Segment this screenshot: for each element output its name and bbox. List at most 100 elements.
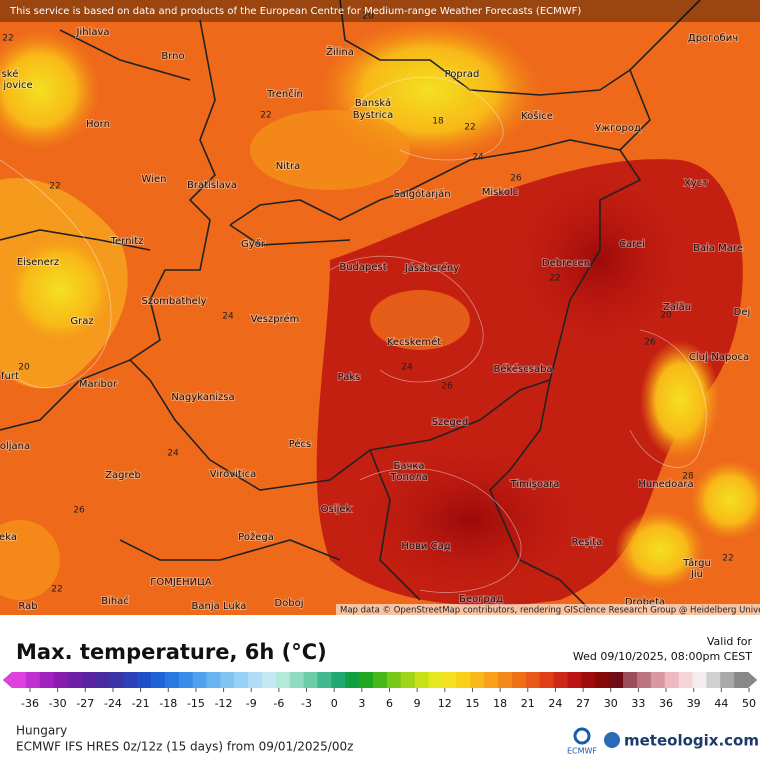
colorbar-segment: [386, 672, 402, 688]
colorbar-tick-label: 0: [331, 697, 338, 710]
colorbar-segment: [123, 672, 138, 688]
contour-label: 26: [73, 506, 85, 516]
colorbar-tick-label: -30: [49, 697, 67, 710]
colorbar-tick-label: 24: [548, 697, 562, 710]
valid-label: Valid for: [707, 635, 753, 648]
contour-label: 24: [167, 449, 179, 459]
colorbar-segment: [525, 672, 541, 688]
city-label: Bihać: [101, 595, 129, 607]
warm-area: [615, 510, 705, 590]
colorbar-segment: [234, 672, 249, 688]
colorbar-arrow: [747, 671, 758, 689]
colorbar-segment: [67, 672, 82, 688]
contour-label: 26: [441, 382, 453, 392]
colorbar-segment: [595, 672, 610, 688]
colorbar-segment: [539, 672, 555, 688]
city-label: ГОМЈЕНИЦА: [150, 577, 212, 588]
legend: Max. temperature, 6h (°C) Valid for Wed …: [2, 635, 758, 710]
colorbar-segment: [275, 672, 291, 688]
colorbar-tick-label: -12: [215, 697, 233, 710]
colorbar-tick-label: 50: [742, 697, 756, 710]
warm-area: [690, 460, 760, 540]
colorbar-segment: [164, 672, 180, 688]
city-label: Békéscsaba: [493, 363, 552, 375]
colorbar-segment: [636, 672, 652, 688]
city-label: Szeged: [432, 417, 469, 428]
colorbar-segment: [511, 672, 527, 688]
city-label: Hunedoara: [638, 479, 693, 490]
colorbar-tick-label: 27: [576, 697, 590, 710]
colorbar-segment: [373, 672, 388, 688]
colorbar-segment: [623, 672, 638, 688]
city-label: ské: [2, 68, 19, 80]
colorbar-tick-label: 3: [358, 697, 365, 710]
colorbar-segment: [95, 672, 110, 688]
city-label: Brno: [161, 51, 184, 62]
colorbar-tick-label: -36: [21, 697, 39, 710]
colorbar-segment: [567, 672, 582, 688]
contour-label: 24: [222, 312, 234, 322]
ecmwf-logo: [573, 727, 591, 745]
colorbar-segment: [345, 672, 360, 688]
notice-bar: [0, 0, 760, 22]
city-label: Топола: [389, 472, 427, 483]
colorbar-tick-label: 18: [493, 697, 507, 710]
contour-label: 22: [722, 554, 733, 564]
colorbar-segment: [428, 672, 443, 688]
isolines: [0, 76, 707, 593]
city-label: Paks: [338, 372, 361, 383]
colorbar-segment: [581, 672, 596, 688]
city-label: Bystrica: [353, 110, 393, 121]
colorbar-arrow: [2, 671, 13, 689]
colorbar-segment: [303, 672, 319, 688]
city-label: Zagreb: [105, 470, 141, 481]
city-label: Wien: [142, 174, 167, 185]
city-label: Banská: [355, 97, 391, 109]
colorbar-segment: [150, 672, 166, 688]
colorbar-tick-label: 30: [604, 697, 618, 710]
city-label: Virovitica: [210, 469, 256, 480]
contour-label: 28: [682, 472, 694, 482]
colorbar-tick-label: -9: [246, 697, 257, 710]
colorbar-segment: [81, 672, 96, 688]
valid-time: Wed 09/10/2025, 08:00pm CEST: [573, 650, 752, 663]
contour-label: 22: [464, 123, 475, 133]
brand-logo: [604, 732, 620, 748]
city-label: Baia Mare: [693, 243, 743, 254]
contour-label: 24: [401, 363, 413, 373]
city-label: Timișoara: [510, 479, 560, 490]
colorbar-segment: [178, 672, 194, 688]
colorbar: -36 -30 -27 -24 -21 -18 -15 -12 -9 -6 -3 0 3 6 9 12 15 18…: [2, 671, 758, 710]
colorbar-tick-label: 15: [465, 697, 479, 710]
colorbar-segment: [664, 672, 680, 688]
colorbar-segment: [720, 672, 735, 688]
city-label: Eisenerz: [17, 257, 59, 268]
colorbar-segment: [136, 672, 152, 688]
colorbar-tick-label: -15: [187, 697, 205, 710]
colorbar-segment: [484, 672, 499, 688]
colorbar-segment: [331, 672, 346, 688]
contour-label: 24: [472, 153, 484, 163]
city-label: furt: [1, 371, 19, 382]
colorbar-segment: [706, 672, 721, 688]
contour-label: 20: [18, 363, 30, 373]
warm-area: [640, 340, 720, 460]
colorbar-segment: [206, 672, 221, 688]
city-label: Maribor: [79, 379, 118, 390]
contour-label: 22: [51, 585, 62, 595]
attribution: Map data © OpenStreetMap contributors, r…: [340, 606, 760, 616]
warm-area: [370, 290, 470, 350]
contour-labels: 22 20 22 18 22 24 26 22 22 24 20 26 20 24 26 24 26 28 22 22: [2, 12, 733, 595]
footer: Hungary ECMWF IFS HRES 0z/12z (15 days) …: [16, 724, 759, 756]
city-label: Bratislava: [187, 180, 237, 191]
city-label: Poprad: [445, 69, 480, 80]
colorbar-segment: [359, 672, 374, 688]
contour-label: 18: [432, 117, 444, 127]
legend-title: Max. temperature, 6h (°C): [16, 640, 327, 664]
city-labels: Jihlava Brno Žilina Poprad Дрогобич skéjovice…: [0, 26, 751, 613]
colorbar-tick-label: 6: [386, 697, 393, 710]
city-label: Doboj: [274, 598, 303, 609]
colorbar-segment: [220, 672, 235, 688]
colorbar-segment: [53, 672, 69, 688]
